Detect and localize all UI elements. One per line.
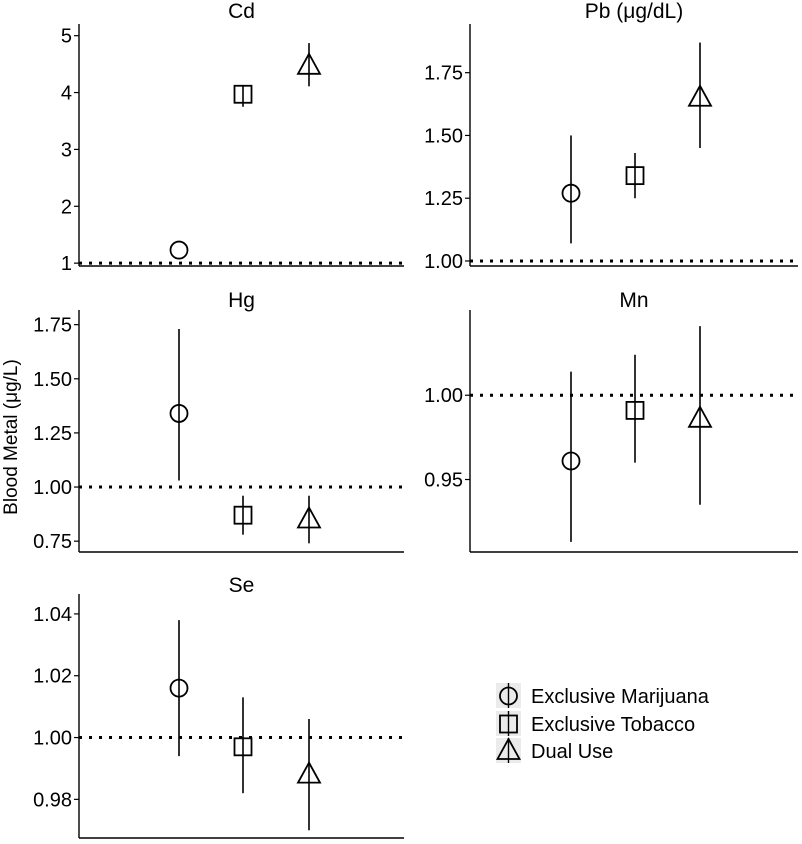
y-tick-label: 3 <box>61 139 72 161</box>
y-tick-label: 1.00 <box>33 477 72 499</box>
panel-hg: Hg 0.75 1.00 1.25 1.50 1.75 <box>33 289 404 553</box>
y-tick-label: 1.25 <box>424 188 463 210</box>
legend-marker-triangle <box>495 737 522 760</box>
panel-title: Se <box>229 574 255 597</box>
legend-item: Dual Use <box>495 737 613 763</box>
y-tick-label: 1.50 <box>424 125 463 147</box>
panel-title: Cd <box>228 0 255 23</box>
data-point-square <box>233 737 253 757</box>
y-tick-label: 1.00 <box>424 385 463 407</box>
data-point-square <box>233 84 253 104</box>
data-point-triangle <box>296 51 322 75</box>
data-point-square <box>625 400 645 420</box>
y-tick-label: 1.75 <box>424 63 463 85</box>
data-point-triangle <box>296 505 322 529</box>
y-tick-label: 5 <box>61 26 72 48</box>
panel-cd: Cd 1 2 3 4 5 <box>61 0 404 275</box>
data-point-triangle <box>687 83 713 107</box>
legend-item: Exclusive Marijuana <box>496 683 710 708</box>
y-tick-label: 0.75 <box>33 531 72 553</box>
panel-se: Se 0.98 1.00 1.02 1.04 <box>33 574 404 839</box>
y-tick-label: 1.25 <box>33 423 72 445</box>
legend: Exclusive Marijuana Exclusive Tobacco Dual… <box>495 683 710 763</box>
y-tick-label: 1.04 <box>33 604 72 626</box>
panel-pb: Pb (μg/dL) 1.00 1.25 1.50 1.75 <box>424 0 798 273</box>
legend-item: Exclusive Tobacco <box>496 711 695 736</box>
y-tick-label: 1 <box>61 253 72 275</box>
y-tick-label: 1.50 <box>33 369 72 391</box>
panel-title: Mn <box>619 289 648 312</box>
data-point-square <box>625 166 645 186</box>
data-point-square <box>233 505 253 525</box>
y-tick-label: 1.00 <box>424 251 463 273</box>
legend-marker-circle <box>499 686 518 706</box>
data-point-circle <box>561 183 581 203</box>
data-point-circle <box>169 404 189 423</box>
panel-title: Pb (μg/dL) <box>585 0 683 23</box>
y-tick-label: 0.98 <box>33 789 72 811</box>
legend-label: Exclusive Tobacco <box>531 714 695 736</box>
y-tick-label: 2 <box>61 196 72 218</box>
data-point-circle <box>169 678 189 698</box>
data-point-triangle <box>296 760 322 784</box>
panel-mn: Mn 0.95 1.00 <box>424 289 798 553</box>
y-tick-label: 1.00 <box>33 728 72 750</box>
y-tick-label: 0.95 <box>424 470 463 492</box>
legend-label: Dual Use <box>531 741 613 763</box>
legend-marker-square <box>499 714 518 734</box>
data-point-triangle <box>687 404 713 428</box>
y-tick-label: 1.02 <box>33 666 72 688</box>
y-tick-label: 4 <box>61 83 72 105</box>
panel-title: Hg <box>228 289 255 312</box>
y-axis-label: Blood Metal (μg/L) <box>1 359 22 515</box>
legend-label: Exclusive Marijuana <box>531 686 710 708</box>
data-point-circle <box>561 451 581 471</box>
y-tick-label: 1.75 <box>33 315 72 337</box>
data-point-circle <box>169 240 189 260</box>
